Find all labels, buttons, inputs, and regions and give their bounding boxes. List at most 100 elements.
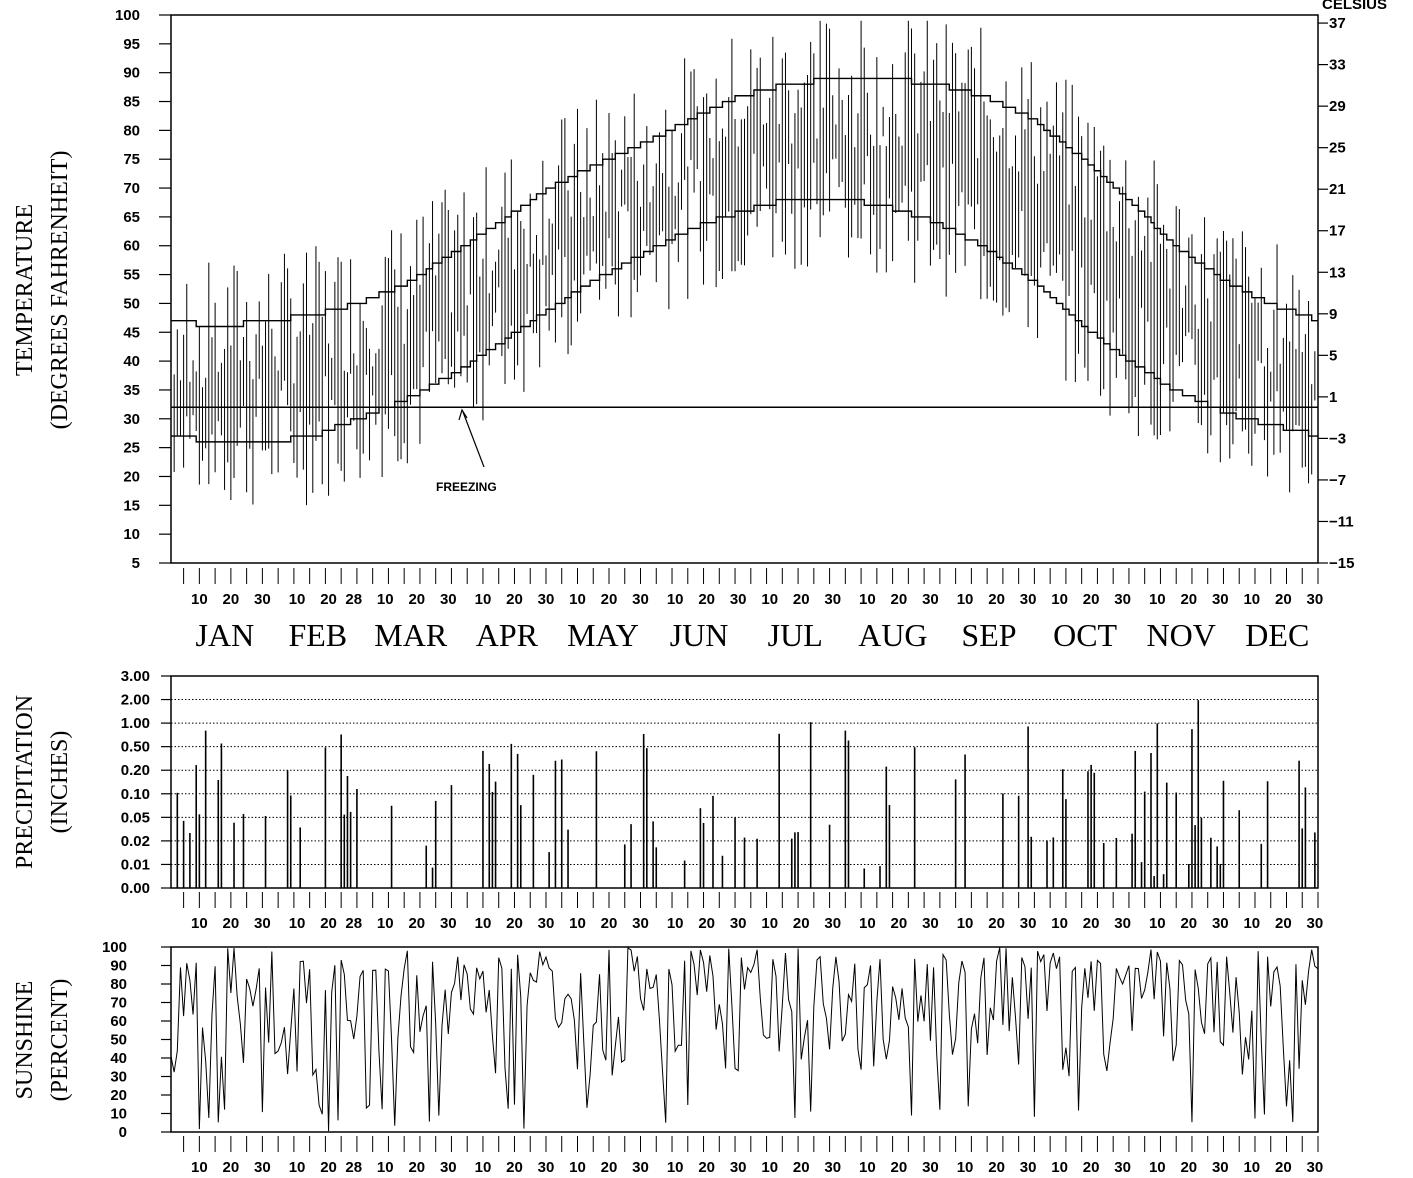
- x-tick-label: 30: [1307, 915, 1324, 932]
- precipitation-y-axis: 3.00 2.00 1.00 0.50 0.20 0.10 0.05 0.02 0.01 0.00: [121, 668, 171, 897]
- x-tick-label: 20: [601, 591, 618, 608]
- x-tick-label: 10: [289, 1159, 306, 1176]
- temperature-y-tick-label: 15: [123, 497, 140, 514]
- x-tick-label: 20: [988, 1159, 1005, 1176]
- x-tick-label: 30: [254, 1159, 271, 1176]
- celsius-tick-label: 1: [1329, 389, 1337, 406]
- x-tick-label: 10: [1051, 1159, 1068, 1176]
- temperature-y-tick-label: 45: [123, 324, 140, 341]
- sunshine-x-axis: 10 20 30 10 20 28 10 20 30 10 20 30 10 20 30 10 20 30 10 20…: [183, 1136, 1323, 1176]
- x-tick-label: 10: [761, 915, 778, 932]
- x-tick-label: 10: [191, 1159, 208, 1176]
- x-tick-label: 20: [223, 915, 240, 932]
- x-tick-label: 20: [506, 591, 523, 608]
- sunshine-y-tick-label: 80: [110, 976, 127, 993]
- temperature-plot-frame: [170, 14, 1319, 564]
- x-tick-label: 20: [1275, 915, 1292, 932]
- sunshine-y-tick-label: 70: [110, 995, 127, 1012]
- x-tick-label: 30: [824, 1159, 841, 1176]
- x-tick-label: 30: [632, 1159, 649, 1176]
- precipitation-y-tick-label: 1.00: [121, 715, 150, 732]
- celsius-tick-label: 21: [1329, 181, 1346, 198]
- celsius-tick-label: −15: [1329, 555, 1354, 572]
- temperature-y-tick-label: 55: [123, 267, 140, 284]
- temperature-y-tick-label: 60: [123, 238, 140, 255]
- sunshine-y-tick-label: 10: [110, 1106, 127, 1123]
- temperature-y-tick-label: 100: [115, 7, 140, 24]
- precipitation-y-tick-label: 0.50: [121, 739, 150, 756]
- temperature-y-tick-label: 40: [123, 353, 140, 370]
- sunshine-y-tick-label: 20: [110, 1087, 127, 1104]
- precipitation-y-tick-label: 0.02: [121, 833, 150, 850]
- x-tick-label: 10: [1243, 1159, 1260, 1176]
- x-tick-label: 10: [957, 1159, 974, 1176]
- temperature-axis-subtitle: (DEGREES FAHRENHEIT): [47, 151, 73, 430]
- x-tick-label: 20: [223, 1159, 240, 1176]
- temperature-y-tick-label: 95: [123, 36, 140, 53]
- celsius-tick-label: 25: [1329, 140, 1346, 157]
- x-tick-label: 10: [1243, 915, 1260, 932]
- x-tick-label: 10: [569, 915, 586, 932]
- celsius-tick-label: 17: [1329, 223, 1346, 240]
- x-tick-label: 20: [698, 915, 715, 932]
- sunshine-axis-subtitle: (PERCENT): [47, 979, 73, 1102]
- x-tick-label: 10: [667, 915, 684, 932]
- temperature-y-tick-label: 90: [123, 65, 140, 82]
- temperature-y-tick-label: 65: [123, 209, 140, 226]
- temperature-y-tick-label: 25: [123, 440, 140, 457]
- x-tick-label: 20: [320, 591, 337, 608]
- x-tick-label: 30: [1020, 1159, 1037, 1176]
- x-tick-label: 30: [1114, 591, 1131, 608]
- x-tick-label: 28: [345, 591, 362, 608]
- x-tick-label: 20: [320, 1159, 337, 1176]
- x-tick-label: 28: [345, 915, 362, 932]
- month-label: APR: [476, 617, 539, 653]
- freezing-arrow: [462, 411, 485, 468]
- x-tick-label: 20: [601, 915, 618, 932]
- x-tick-label: 10: [289, 915, 306, 932]
- month-label: OCT: [1053, 617, 1117, 653]
- x-tick-label: 20: [601, 1159, 618, 1176]
- x-tick-label: 30: [440, 591, 457, 608]
- x-tick-label: 30: [254, 915, 271, 932]
- x-tick-label: 30: [824, 591, 841, 608]
- precipitation-axis-subtitle: (INCHES): [47, 731, 73, 834]
- x-tick-label: 10: [667, 1159, 684, 1176]
- temperature-y-tick-label: 35: [123, 382, 140, 399]
- x-tick-label: 10: [957, 591, 974, 608]
- sunshine-y-tick-label: 60: [110, 1013, 127, 1030]
- celsius-tick-label: −7: [1329, 472, 1346, 489]
- celsius-tick-label: −11: [1329, 513, 1354, 530]
- x-tick-label: 30: [538, 915, 555, 932]
- freezing-arrow-head: [458, 408, 468, 421]
- sunshine-y-tick-label: 30: [110, 1069, 127, 1086]
- precipitation-x-axis: 10 20 30 10 20 28 10 20 30 10 20 30 10 20 30 10 20 30 10 20…: [183, 892, 1324, 932]
- temperature-x-axis: 10 20 30 10 20 28 10 20 30 10 20 30 10 20 30 10 20 30 10 20…: [183, 568, 1323, 608]
- temperature-y-tick-label: 30: [123, 411, 140, 428]
- precipitation-y-tick-label: 0.20: [121, 762, 150, 779]
- temperature-y-tick-label: 70: [123, 180, 140, 197]
- x-tick-label: 20: [1083, 915, 1100, 932]
- freezing-annotation: FREEZING: [436, 480, 497, 494]
- x-tick-label: 10: [191, 915, 208, 932]
- x-tick-label: 20: [1180, 915, 1197, 932]
- temperature-y-tick-label: 80: [123, 122, 140, 139]
- temperature-axis-title: TEMPERATURE: [12, 204, 38, 376]
- x-tick-label: 20: [506, 1159, 523, 1176]
- month-label: NOV: [1147, 617, 1216, 653]
- x-tick-label: 30: [922, 591, 939, 608]
- x-tick-label: 30: [254, 591, 271, 608]
- celsius-y-axis: 37 33 29 25 21 17 13 9 5 1 −3 −7 −11 −15: [1318, 15, 1354, 572]
- celsius-tick-label: 9: [1329, 306, 1337, 323]
- precipitation-y-tick-label: 0.00: [121, 880, 150, 897]
- temperature-y-tick-label: 20: [123, 468, 140, 485]
- x-tick-label: 10: [475, 591, 492, 608]
- x-tick-label: 20: [988, 915, 1005, 932]
- x-tick-label: 10: [475, 915, 492, 932]
- celsius-tick-label: −3: [1329, 430, 1346, 447]
- x-tick-label: 10: [1149, 915, 1166, 932]
- x-tick-label: 20: [506, 915, 523, 932]
- month-label: DEC: [1245, 617, 1309, 653]
- x-tick-label: 20: [988, 591, 1005, 608]
- sunshine-y-tick-label: 100: [102, 939, 127, 956]
